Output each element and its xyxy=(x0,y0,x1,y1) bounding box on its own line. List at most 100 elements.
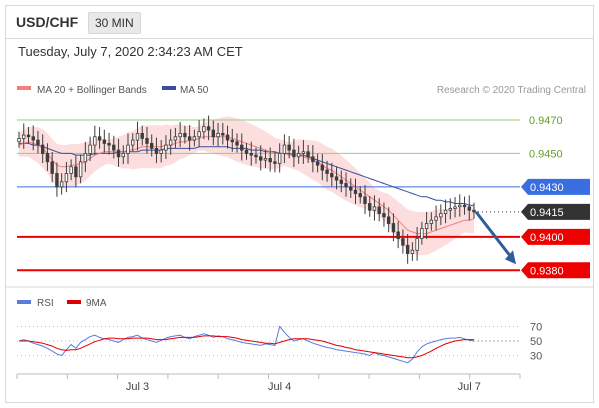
candle-body xyxy=(273,161,277,164)
candle-body xyxy=(97,136,102,141)
candle-body xyxy=(116,149,121,158)
candle-body xyxy=(102,139,107,144)
candle-body xyxy=(17,138,21,143)
level-label: 0.9470 xyxy=(529,115,563,127)
ma9-legend-label: 9MA xyxy=(86,298,107,309)
candle-body xyxy=(59,181,64,188)
level-tag xyxy=(521,203,590,220)
candle-body xyxy=(50,161,54,174)
timeframe-badge[interactable]: 30 MIN xyxy=(88,12,141,34)
candle-body xyxy=(31,136,35,141)
candle-body xyxy=(206,126,211,131)
candle-body xyxy=(405,244,410,255)
level-label: 0.9400 xyxy=(530,232,564,244)
candle-body xyxy=(249,153,253,156)
candle-body xyxy=(315,161,320,166)
x-axis: Jul 3 Jul 4 Jul 7 xyxy=(16,374,521,393)
ma20-legend-swatch xyxy=(17,86,31,90)
candle-body xyxy=(83,153,88,163)
candle-body xyxy=(93,136,97,146)
candle-body xyxy=(140,132,144,139)
symbol-title: USD/CHF xyxy=(16,14,79,30)
candle-body xyxy=(121,153,125,158)
candle-body xyxy=(467,206,471,211)
candle-body xyxy=(443,209,448,214)
candle-body xyxy=(344,183,348,188)
level-label: 0.9415 xyxy=(530,207,564,219)
candle-body xyxy=(386,216,391,224)
candle-body xyxy=(22,134,26,139)
candle-body xyxy=(178,132,182,138)
level-label: 0.9450 xyxy=(529,148,563,160)
chart-datetime: Tuesday, July 7, 2020 2:34:23 AM CET xyxy=(18,44,243,59)
candle-body xyxy=(396,231,400,239)
candle-body xyxy=(259,156,263,161)
widget-header: USD/CHF 30 MIN xyxy=(6,6,593,39)
candle-body xyxy=(448,208,453,211)
candle-body xyxy=(301,151,306,154)
candle-body xyxy=(296,153,301,158)
candle-body xyxy=(221,132,225,136)
candle-body xyxy=(78,161,83,178)
rsi-ma9-line xyxy=(19,335,474,359)
x-axis-label: Jul 7 xyxy=(458,381,481,393)
candle-body xyxy=(311,156,315,163)
candle-body xyxy=(325,169,329,174)
candle-body xyxy=(202,126,206,133)
candle-body xyxy=(192,136,197,141)
candle-body xyxy=(107,143,111,146)
candle-body xyxy=(225,134,230,141)
candlesticks xyxy=(17,115,476,264)
candle-body xyxy=(254,154,258,158)
candle-body xyxy=(339,179,343,184)
candle-body xyxy=(268,158,272,163)
candle-body xyxy=(69,166,73,174)
candle-body xyxy=(424,223,429,229)
candle-body xyxy=(363,196,367,204)
rsi-legend-label: RSI xyxy=(37,298,54,309)
candle-body xyxy=(277,153,282,164)
chart-widget: USD/CHF 30 MIN Tuesday, July 7, 2020 2:3… xyxy=(5,5,594,403)
forecast-line xyxy=(474,210,514,260)
candle-body xyxy=(439,213,443,218)
candle-body xyxy=(150,143,154,149)
candle-body xyxy=(458,204,462,208)
candle-body xyxy=(235,141,239,146)
candle-body xyxy=(382,213,386,218)
candle-body xyxy=(358,193,362,198)
candle-body xyxy=(320,164,325,171)
candle-body xyxy=(173,136,178,141)
level-tag xyxy=(521,262,590,279)
candle-body xyxy=(74,166,78,178)
ma50-legend-label: MA 50 xyxy=(180,85,209,96)
candle-body xyxy=(372,206,377,211)
candle-body xyxy=(368,203,372,211)
ma20-legend-label: MA 20 + Bollinger Bands xyxy=(37,85,147,96)
rsi-line xyxy=(18,325,475,364)
candle-body xyxy=(183,132,187,138)
candle-body xyxy=(330,173,334,178)
rsi-tick-label: 70 xyxy=(530,322,542,334)
candle-body xyxy=(429,219,434,224)
x-axis-label: Jul 4 xyxy=(268,381,291,393)
candle-body xyxy=(334,176,339,181)
ma9-legend-swatch xyxy=(67,300,81,304)
level-tag xyxy=(521,228,590,245)
candle-body xyxy=(135,132,140,141)
rsi-legend-swatch xyxy=(17,300,31,304)
forecast-arrowhead xyxy=(505,250,516,265)
candle-body xyxy=(415,238,419,251)
rsi-panel: 70 50 30 xyxy=(17,322,542,364)
level-label: 0.9380 xyxy=(530,265,564,277)
candle-body xyxy=(187,136,192,141)
bollinger-bands xyxy=(19,116,474,256)
candle-body xyxy=(216,132,220,138)
candle-body xyxy=(472,209,476,213)
candle-body xyxy=(306,151,310,158)
candle-body xyxy=(211,129,216,138)
candle-body xyxy=(282,144,287,154)
candle-body xyxy=(287,144,291,151)
candle-body xyxy=(168,139,173,146)
candle-body xyxy=(145,138,149,144)
candle-body xyxy=(36,139,40,146)
